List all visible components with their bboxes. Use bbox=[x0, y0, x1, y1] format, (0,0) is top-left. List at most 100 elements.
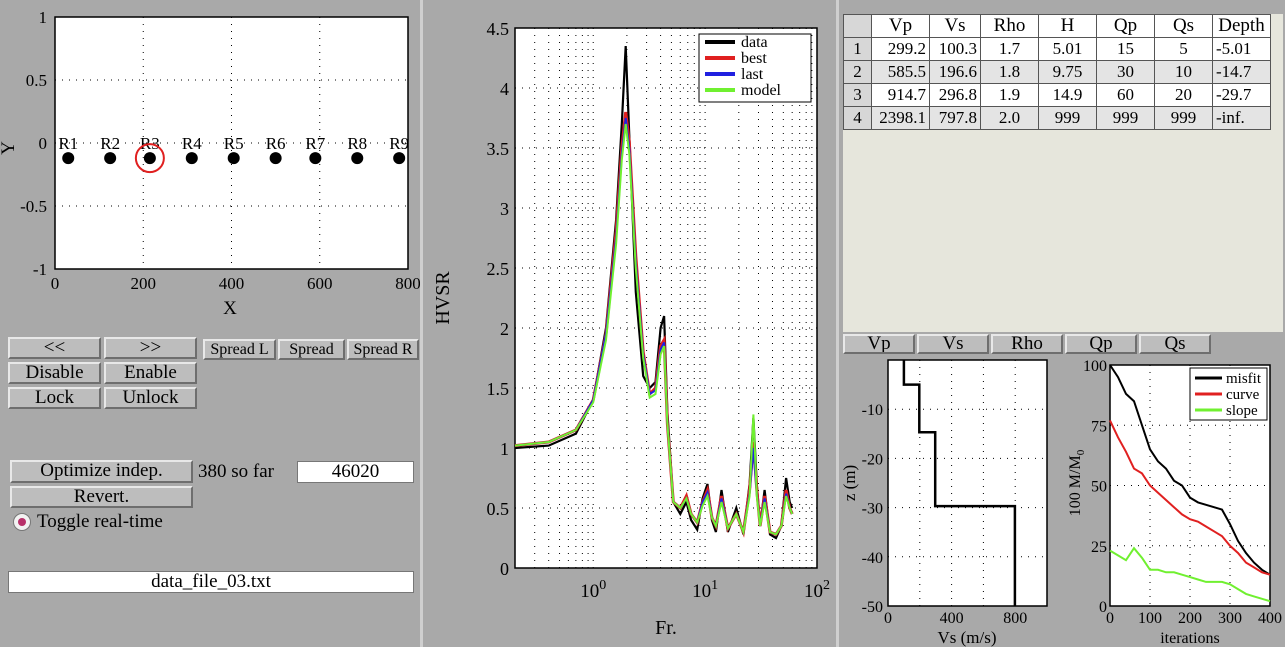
misfit-ylabel: 100 M/M0 bbox=[1067, 449, 1087, 516]
cell-vp[interactable]: 2398.1 bbox=[871, 106, 930, 130]
legend-label: data bbox=[741, 34, 768, 51]
table-row[interactable]: 2 585.5 196.6 1.8 9.75 30 10 -14.7 bbox=[843, 60, 1271, 84]
receiver-ylabel: Y bbox=[0, 141, 19, 155]
misfit-plot[interactable]: 0 25 50 75 100 0 100 200 300 400 misfitcurveslope… bbox=[1064, 352, 1285, 647]
iterations-field[interactable]: 46020 bbox=[297, 461, 414, 483]
cell-rho[interactable]: 1.8 bbox=[980, 60, 1039, 84]
radio-dot-icon bbox=[18, 518, 26, 526]
param-button-qp[interactable]: Qp bbox=[1065, 334, 1137, 354]
next-receiver-button[interactable]: >> bbox=[104, 337, 197, 359]
cell-rho[interactable]: 1.7 bbox=[980, 37, 1039, 61]
table-row[interactable]: 4 2398.1 797.8 2.0 999 999 999 -inf. bbox=[843, 106, 1271, 130]
profile-xlabel: Vs (m/s) bbox=[937, 628, 996, 647]
hvsr-plot[interactable]: 4.5 4 3.5 3 2.5 2 1.5 1 0.5 0 100 101 102 databestl… bbox=[423, 0, 836, 647]
cell-vs[interactable]: 296.8 bbox=[929, 83, 981, 107]
col-header-qs: Qs bbox=[1154, 14, 1213, 38]
cell-vp[interactable]: 585.5 bbox=[871, 60, 930, 84]
col-header-vp: Vp bbox=[871, 14, 930, 38]
y-tick-label: -50 bbox=[862, 599, 883, 616]
cell-qs[interactable]: 5 bbox=[1154, 37, 1213, 61]
receiver-point bbox=[143, 152, 156, 165]
cell-rho[interactable]: 1.9 bbox=[980, 83, 1039, 107]
cell-depth: -inf. bbox=[1212, 106, 1271, 130]
x-tick-label: 100 bbox=[1138, 610, 1162, 627]
y-tick-label: 2.5 bbox=[487, 259, 510, 279]
lock-button[interactable]: Lock bbox=[8, 387, 101, 409]
cell-h[interactable]: 999 bbox=[1038, 106, 1097, 130]
receiver-label: R8 bbox=[347, 134, 367, 153]
receiver-point bbox=[185, 152, 198, 165]
y-tick-label: -30 bbox=[862, 501, 883, 518]
profile-ylabel: z (m) bbox=[840, 465, 859, 501]
enable-button[interactable]: Enable bbox=[104, 362, 197, 384]
y-tick-label: 1.5 bbox=[487, 379, 510, 399]
unlock-button[interactable]: Unlock bbox=[104, 387, 197, 409]
filename-field[interactable]: data_file_03.txt bbox=[8, 571, 414, 593]
y-tick-label: 0 bbox=[1099, 599, 1107, 616]
col-header-h: H bbox=[1038, 14, 1097, 38]
so-far-text: 380 so far bbox=[198, 461, 274, 482]
x-tick-label: 0 bbox=[884, 610, 892, 627]
y-tick-label: 0.5 bbox=[487, 499, 510, 519]
cell-qs[interactable]: 10 bbox=[1154, 60, 1213, 84]
cell-qp[interactable]: 15 bbox=[1096, 37, 1155, 61]
y-tick-label: -10 bbox=[862, 402, 883, 419]
y-tick-label: 4.5 bbox=[487, 19, 510, 39]
disable-button[interactable]: Disable bbox=[8, 362, 101, 384]
series-line-slope bbox=[1109, 546, 1271, 603]
x-tick-label: 101 bbox=[692, 578, 718, 602]
y-tick-label: 0 bbox=[39, 134, 48, 153]
cell-vs[interactable]: 196.6 bbox=[929, 60, 981, 84]
cell-qp[interactable]: 60 bbox=[1096, 83, 1155, 107]
legend-label: last bbox=[741, 66, 764, 83]
cell-vp[interactable]: 299.2 bbox=[871, 37, 930, 61]
toggle-realtime-radio[interactable] bbox=[13, 513, 31, 531]
y-tick-label: 25 bbox=[1091, 539, 1107, 556]
y-tick-label: 4 bbox=[500, 79, 509, 99]
spread-left-button[interactable]: Spread L bbox=[203, 339, 276, 360]
y-tick-label: 3.5 bbox=[487, 139, 510, 159]
receiver-xlabel: X bbox=[223, 298, 237, 319]
receiver-plot[interactable]: 10.50-0.5-1 0 200 400 600 800 R1 R2 R3 R4 R5 R6 R7… bbox=[0, 0, 420, 330]
y-tick-label: 0 bbox=[500, 559, 509, 579]
receiver-point bbox=[393, 152, 406, 165]
cell-vp[interactable]: 914.7 bbox=[871, 83, 930, 107]
row-index: 2 bbox=[843, 60, 872, 84]
cell-h[interactable]: 9.75 bbox=[1038, 60, 1097, 84]
series-line-curve bbox=[1109, 419, 1271, 576]
y-tick-label: -20 bbox=[862, 451, 883, 468]
param-button-vp[interactable]: Vp bbox=[843, 334, 915, 354]
x-tick-label: 800 bbox=[395, 274, 420, 293]
cell-qp[interactable]: 30 bbox=[1096, 60, 1155, 84]
cell-qs[interactable]: 999 bbox=[1154, 106, 1213, 130]
receiver-label: R2 bbox=[100, 134, 120, 153]
x-tick-label: 102 bbox=[804, 578, 830, 602]
param-button-qs[interactable]: Qs bbox=[1139, 334, 1211, 354]
cell-h[interactable]: 14.9 bbox=[1038, 83, 1097, 107]
col-header-vs: Vs bbox=[929, 14, 981, 38]
cell-qs[interactable]: 20 bbox=[1154, 83, 1213, 107]
y-tick-label: 1 bbox=[500, 439, 509, 459]
cell-h[interactable]: 5.01 bbox=[1038, 37, 1097, 61]
spread-right-button[interactable]: Spread R bbox=[347, 339, 419, 360]
y-tick-label: 0.5 bbox=[26, 71, 47, 90]
cell-rho[interactable]: 2.0 bbox=[980, 106, 1039, 130]
param-button-vs[interactable]: Vs bbox=[917, 334, 989, 354]
cell-qp[interactable]: 999 bbox=[1096, 106, 1155, 130]
spread-button[interactable]: Spread bbox=[278, 339, 345, 360]
prev-receiver-button[interactable]: << bbox=[8, 337, 101, 359]
receiver-label: R7 bbox=[305, 134, 325, 153]
table-row[interactable]: 1 299.2 100.3 1.7 5.01 15 5 -5.01 bbox=[843, 37, 1271, 61]
vs-profile-plot[interactable]: -10 -20 -30 -40 -500 400 800 z (m) Vs (m/s) bbox=[839, 352, 1064, 647]
revert-button[interactable]: Revert. bbox=[10, 486, 193, 508]
param-table[interactable]: Vp Vs Rho H Qp Qs Depth 1 299.2 100.3 1.… bbox=[843, 14, 1271, 130]
cell-vs[interactable]: 797.8 bbox=[929, 106, 981, 130]
panel-divider-left bbox=[420, 0, 423, 647]
table-row[interactable]: 3 914.7 296.8 1.9 14.9 60 20 -29.7 bbox=[843, 83, 1271, 107]
param-button-rho[interactable]: Rho bbox=[991, 334, 1063, 354]
hvsr-xlabel: Fr. bbox=[655, 617, 677, 639]
row-index: 1 bbox=[843, 37, 872, 61]
col-header-rho: Rho bbox=[980, 14, 1039, 38]
cell-vs[interactable]: 100.3 bbox=[929, 37, 981, 61]
optimize-indep-button[interactable]: Optimize indep. bbox=[10, 460, 193, 483]
